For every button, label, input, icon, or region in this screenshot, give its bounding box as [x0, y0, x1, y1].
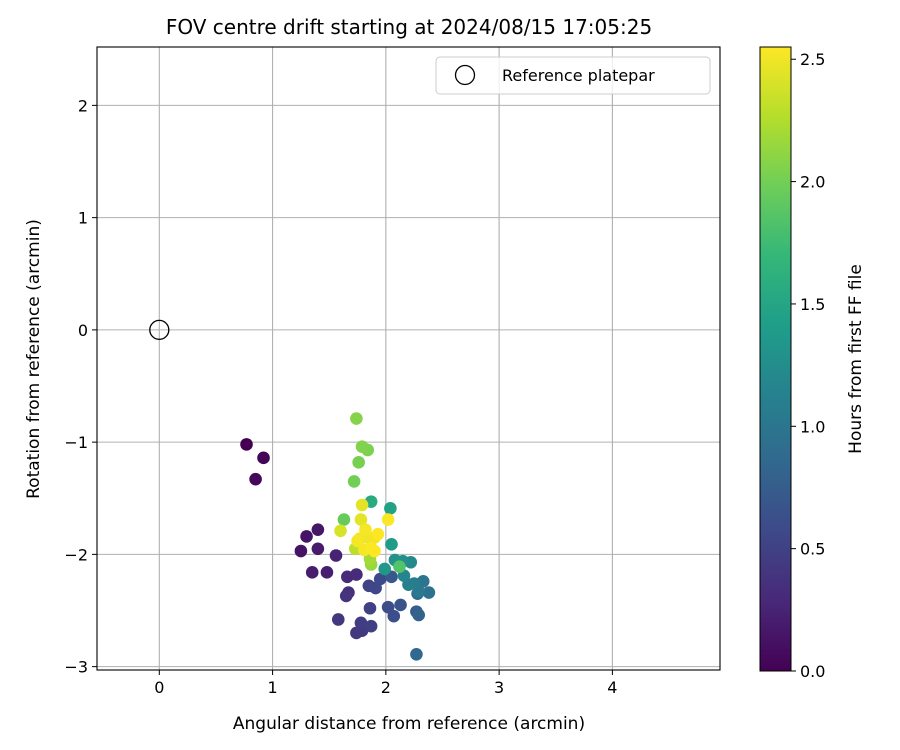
scatter-point	[384, 502, 397, 515]
scatter-point	[364, 619, 378, 633]
scatter-point	[371, 527, 385, 541]
scatter-point	[410, 647, 423, 661]
x-tick-label: 1	[267, 678, 277, 697]
colorbar-tick-label: 2.5	[800, 50, 825, 69]
scatter-point	[351, 534, 364, 548]
plot-frame	[96, 46, 721, 671]
scatter-point	[412, 608, 425, 622]
scatter-points	[240, 412, 436, 661]
y-axis-ticks: −3 −2 −1 0 1 2	[64, 96, 97, 677]
colorbar-tick-label: 1.0	[800, 417, 825, 436]
y-tick-label: −2	[64, 545, 88, 564]
scatter-point	[350, 568, 363, 581]
scatter-point	[394, 598, 407, 612]
scatter-point	[368, 544, 381, 558]
legend-box	[435, 56, 711, 95]
scatter-point	[378, 562, 392, 576]
scatter-point	[339, 589, 353, 603]
x-axis-ticks: 0 1 2 3 4	[154, 670, 617, 697]
scatter-point	[387, 609, 401, 623]
scatter-point	[329, 549, 343, 562]
scatter-point	[385, 537, 398, 551]
scatter-point	[249, 472, 262, 486]
x-tick-label: 4	[607, 678, 617, 697]
y-tick-label: −1	[64, 433, 88, 452]
y-tick-label: 2	[78, 96, 88, 115]
scatter-point	[354, 616, 368, 630]
x-tick-label: 3	[494, 678, 504, 697]
scatter-point	[354, 513, 368, 526]
scatter-point	[355, 498, 369, 512]
scatter-point	[347, 475, 361, 488]
colorbar-tick-label: 1.5	[800, 295, 825, 314]
scatter-point	[300, 530, 313, 543]
scatter-point	[337, 513, 351, 526]
legend-label: Reference platepar	[502, 66, 655, 85]
scatter-point	[311, 542, 325, 556]
x-tick-label: 0	[154, 678, 164, 697]
scatter-point	[350, 412, 363, 425]
scatter-point	[334, 524, 347, 538]
chart-title: FOV centre drift starting at 2024/08/15 …	[166, 15, 652, 39]
y-axis-label: Rotation from reference (arcmin)	[24, 219, 44, 499]
scatter-point	[381, 513, 395, 526]
scatter-point	[363, 601, 377, 615]
scatter-point	[373, 572, 387, 586]
colorbar: 0.0 0.5 1.0 1.5 2.0 2.5 Hours from first FF f…	[759, 46, 866, 681]
colorbar-tick-label: 0.5	[800, 540, 825, 559]
colorbar-label: Hours from first FF file	[846, 264, 866, 454]
y-tick-label: 1	[78, 209, 88, 228]
x-axis-label: Angular distance from reference (arcmin)	[233, 714, 585, 734]
scatter-point	[381, 600, 395, 614]
colorbar-tick-label: 2.0	[800, 173, 825, 192]
scatter-point	[422, 586, 436, 599]
scatter-point	[393, 560, 406, 574]
scatter-point	[331, 613, 345, 626]
scatter-point	[352, 456, 365, 469]
scatter-point	[240, 438, 253, 451]
scatter-point	[320, 566, 334, 579]
x-tick-label: 2	[381, 678, 391, 697]
scatter-point	[355, 440, 369, 453]
scatter-point	[294, 544, 308, 558]
colorbar-tick-label: 0.0	[800, 662, 825, 681]
reference-point	[149, 319, 170, 341]
legend-marker-open-circle	[454, 64, 476, 86]
colorbar-ticks: 0.0 0.5 1.0 1.5 2.0 2.5	[791, 50, 825, 681]
reference-marker	[149, 319, 170, 341]
grid	[97, 47, 720, 670]
colorbar-gradient	[760, 47, 791, 671]
scatter-point	[359, 523, 372, 536]
scatter-point	[305, 566, 319, 579]
y-tick-label: −3	[64, 658, 88, 677]
legend: Reference platepar	[435, 56, 711, 95]
colorbar-frame	[759, 46, 792, 672]
plot-area: 0 1 2 3 4 −3 −2 −1 0 1 2	[64, 46, 721, 697]
y-tick-label: 0	[78, 321, 88, 340]
scatter-point	[257, 451, 270, 465]
scatter-point	[311, 523, 325, 536]
